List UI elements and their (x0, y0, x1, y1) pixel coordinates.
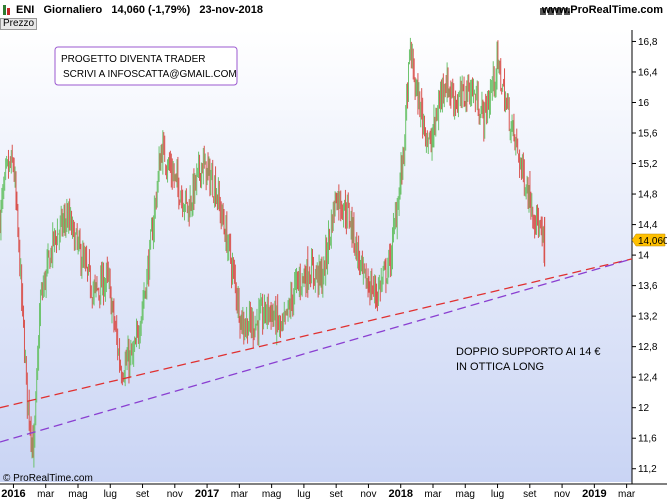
y-tick-label: 15,6 (638, 129, 658, 140)
minimize-icon[interactable] (540, 8, 546, 15)
x-tick-label: 2017 (195, 488, 219, 500)
maximize-icon[interactable] (548, 8, 554, 15)
x-tick-label: nov (554, 489, 570, 500)
x-tick-label: mar (618, 489, 636, 500)
y-tick-label: 12,4 (638, 373, 658, 384)
site-label: www.ProRealTime.com (541, 4, 663, 16)
close-icon[interactable] (564, 8, 570, 15)
y-tick-label: 12,8 (638, 342, 658, 353)
y-tick-label: 15,2 (638, 159, 658, 170)
y-tick-label: 16,4 (638, 67, 658, 78)
x-tick-label: mar (424, 489, 442, 500)
chart-menu-icon[interactable] (3, 5, 13, 15)
x-tick-label: 2019 (582, 488, 606, 500)
last-price-label: 14,060 (638, 236, 667, 247)
note-line-2: IN OTTICA LONG (456, 361, 544, 373)
window-controls[interactable] (540, 6, 572, 18)
x-axis: 2016 mar mag lug set nov 2017 mar mag lug set nov 20… (1, 484, 636, 500)
promo-line-2: SCRIVI A INFOSCATTA@GMAIL.COM (63, 69, 237, 80)
x-tick-label: lug (491, 489, 504, 500)
x-tick-label: lug (104, 489, 117, 500)
x-tick-label: set (329, 489, 343, 500)
promo-line-1: PROGETTO DIVENTA TRADER (61, 54, 205, 65)
x-tick-label: mag (262, 489, 281, 500)
note-line-1: DOPPIO SUPPORTO AI 14 € (456, 346, 600, 358)
y-tick-label: 12 (638, 403, 650, 414)
y-tick-label: 13,6 (638, 281, 658, 292)
x-tick-label: mar (231, 489, 249, 500)
y-tick-label: 14,8 (638, 190, 658, 201)
y-tick-label: 11,6 (638, 434, 657, 445)
chart-title: ENI Giornaliero 14,060 (-1,79%) 23-nov-2… (16, 4, 263, 16)
y-axis: 16,8 16,4 16 15,6 15,2 14,8 14,4 14 13,6 13,2 12,8… (632, 37, 658, 475)
y-tick-label: 11,2 (638, 464, 657, 475)
panel-label: Prezzo (0, 18, 38, 30)
x-tick-label: 2016 (1, 488, 25, 500)
candles (0, 37, 546, 468)
x-tick-label: lug (297, 489, 310, 500)
x-tick-label: 2018 (388, 488, 412, 500)
plot-area (0, 30, 632, 482)
y-tick-label: 16,8 (638, 37, 658, 48)
x-tick-label: set (136, 489, 150, 500)
x-tick-label: mar (37, 489, 55, 500)
x-tick-label: nov (167, 489, 183, 500)
x-tick-label: mag (68, 489, 87, 500)
y-tick-label: 13,2 (638, 312, 658, 323)
y-tick-label: 14 (638, 251, 650, 262)
last-price-tag: 14,060 (631, 233, 667, 247)
support-line-2 (0, 258, 633, 443)
x-tick-label: nov (360, 489, 376, 500)
copyright: © ProRealTime.com (3, 473, 93, 484)
restore-icon[interactable] (556, 8, 562, 15)
promo-box (54, 46, 238, 86)
x-tick-label: mag (456, 489, 475, 500)
y-tick-label: 16 (638, 98, 650, 109)
x-tick-label: set (523, 489, 537, 500)
support-lines (0, 258, 633, 443)
chart-header: ENI Giornaliero 14,060 (-1,79%) 23-nov-2… (0, 0, 667, 20)
support-line-1 (0, 258, 633, 409)
y-tick-label: 14,4 (638, 220, 658, 231)
